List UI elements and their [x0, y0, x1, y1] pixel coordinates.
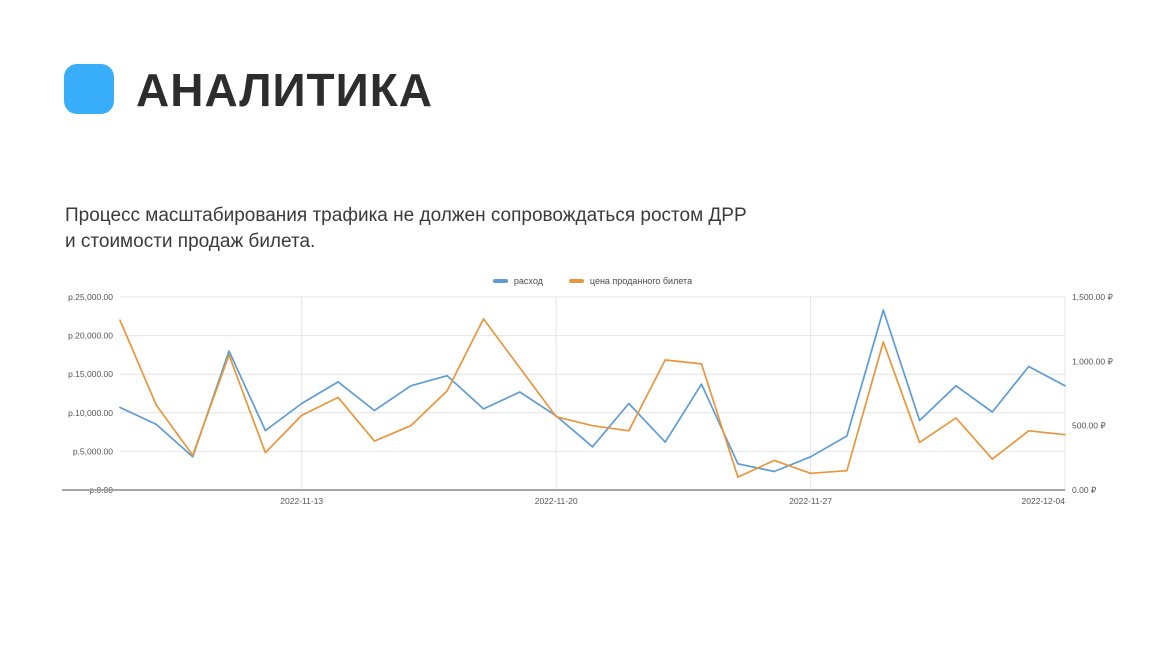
expense-legend-swatch [492, 279, 508, 283]
x-axis-tick-label: 2022-11-27 [789, 496, 832, 506]
intro-paragraph: Процесс масштабирования трафика не долже… [65, 203, 747, 255]
right-axis-tick-label: 1,000.00 ₽ [1072, 356, 1113, 366]
left-axis-tick-label: р.5,000.00 [73, 446, 113, 456]
ticket-price-line [119, 318, 1066, 478]
expense-legend-label: расход [513, 276, 543, 286]
left-axis-tick-label: р.10,000.00 [68, 408, 113, 418]
intro-line-2: и стоимости продаж билета. [65, 231, 316, 252]
left-axis-tick-label: р.25,000.00 [68, 292, 113, 302]
chart-legend: расход цена проданного билета [120, 274, 1065, 288]
intro-line-1: Процесс масштабирования трафика не долже… [65, 205, 747, 226]
chart-canvas: р.0.00р.5,000.00р.10,000.00р.15,000.00р.… [62, 292, 1113, 506]
legend-item-expense[interactable]: расход [492, 276, 543, 286]
x-axis-tick-label: 2022-12-04 [1022, 496, 1066, 506]
page-header: АНАЛИТИКА [64, 64, 433, 114]
analytics-chart: расход цена проданного билета р.0.00 р.5,… [0, 262, 1176, 522]
title-accent-square [64, 64, 114, 114]
page-title: АНАЛИТИКА [136, 64, 434, 116]
right-axis-tick-label: 0.00 ₽ [1072, 485, 1097, 495]
left-axis-tick-label: р.20,000.00 [68, 331, 113, 341]
right-axis-tick-label: 1,500.00 ₽ [1072, 292, 1113, 302]
left-axis-tick-label: р.15,000.00 [68, 369, 113, 379]
x-axis-tick-label: 2022-11-20 [535, 496, 578, 506]
ticket-price-legend-label: цена проданного билета [589, 276, 693, 286]
right-axis-tick-label: 500.00 ₽ [1072, 421, 1106, 431]
expense-line [119, 309, 1066, 473]
ticket-price-legend-swatch [568, 279, 584, 283]
legend-item-ticket-price[interactable]: цена проданного билета [568, 276, 693, 286]
x-axis-tick-label: 2022-11-13 [280, 496, 323, 506]
